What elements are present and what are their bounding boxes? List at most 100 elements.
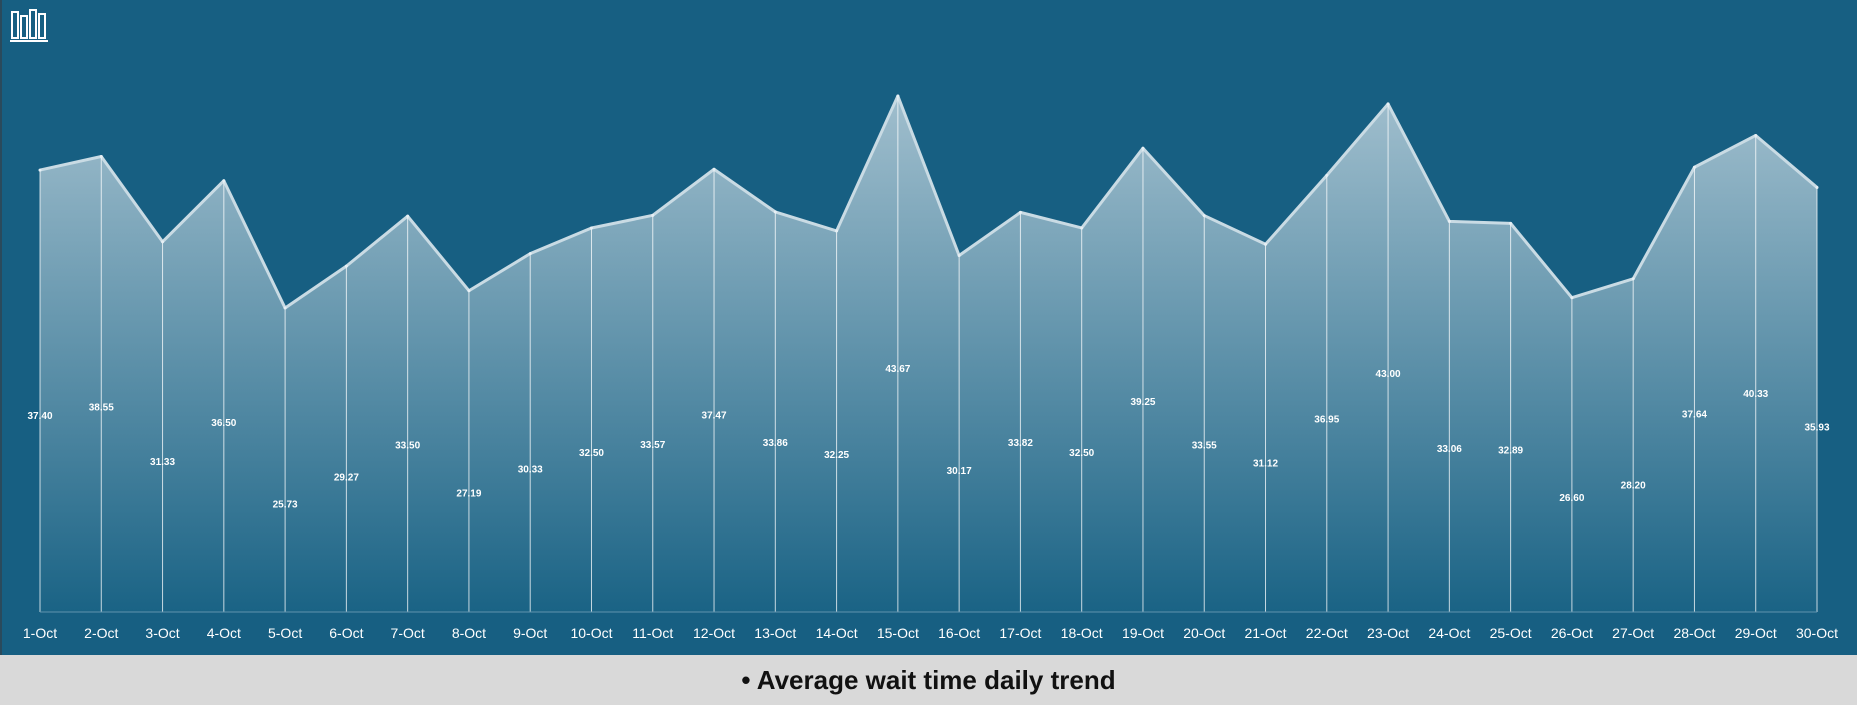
x-tick-label: 16-Oct: [938, 625, 980, 641]
value-label: 33.57: [640, 440, 665, 451]
data-point: [712, 167, 716, 171]
x-tick-label: 1-Oct: [23, 625, 57, 641]
x-tick-label: 14-Oct: [816, 625, 858, 641]
area-fill: [40, 96, 1817, 612]
data-point: [1447, 219, 1451, 223]
caption-title: Average wait time daily trend: [756, 664, 1116, 695]
x-tick-label: 20-Oct: [1183, 625, 1225, 641]
x-tick-label: 10-Oct: [570, 625, 612, 641]
value-label: 37.47: [702, 411, 727, 422]
x-tick-label: 17-Oct: [999, 625, 1041, 641]
data-point: [99, 154, 103, 158]
x-tick-label: 23-Oct: [1367, 625, 1409, 641]
data-point: [896, 94, 900, 98]
data-point: [1325, 173, 1329, 177]
value-label: 30.17: [947, 466, 972, 477]
books-icon: [10, 9, 48, 42]
x-tick-label: 13-Oct: [754, 625, 796, 641]
data-point: [835, 229, 839, 233]
value-label: 43.00: [1376, 369, 1401, 380]
value-label: 32.25: [824, 450, 849, 461]
area-chart: 37.40 38.55 31.33 36.50 25.73 29.27 33.50 27.19…: [23, 94, 1838, 641]
value-label: 35.93: [1804, 422, 1829, 433]
x-tick-label: 3-Oct: [145, 625, 179, 641]
value-label: 39.25: [1130, 397, 1155, 408]
data-point: [222, 179, 226, 183]
x-tick-label: 30-Oct: [1796, 625, 1838, 641]
value-label: 36.50: [211, 418, 236, 429]
data-point: [528, 252, 532, 256]
x-tick-label: 9-Oct: [513, 625, 547, 641]
x-tick-label: 21-Oct: [1245, 625, 1287, 641]
x-tick-label: 4-Oct: [207, 625, 241, 641]
data-point: [773, 210, 777, 214]
x-tick-label: 2-Oct: [84, 625, 118, 641]
data-point: [38, 168, 42, 172]
value-label: 37.40: [27, 411, 52, 422]
x-tick-label: 18-Oct: [1061, 625, 1103, 641]
value-label: 29.27: [334, 473, 359, 484]
value-label: 33.86: [763, 438, 788, 449]
data-point: [1141, 146, 1145, 150]
value-labels: 37.40 38.55 31.33 36.50 25.73 29.27 33.50 27.19…: [27, 364, 1829, 511]
x-tick-label: 5-Oct: [268, 625, 302, 641]
value-label: 33.82: [1008, 438, 1033, 449]
data-point: [344, 264, 348, 268]
caption-bar: • Average wait time daily trend: [0, 655, 1857, 705]
series-line: [39, 94, 1818, 310]
value-label: 40.33: [1743, 389, 1768, 400]
caption-bullet: •: [741, 664, 751, 695]
value-label: 33.06: [1437, 444, 1462, 455]
value-label: 31.33: [150, 457, 175, 468]
x-tick-label: 7-Oct: [391, 625, 425, 641]
data-point: [1264, 242, 1268, 246]
value-label: 32.50: [1069, 448, 1094, 459]
value-label: 33.50: [395, 441, 420, 452]
value-label: 25.73: [273, 499, 298, 510]
data-point: [406, 214, 410, 218]
data-point: [651, 213, 655, 217]
data-point: [1080, 226, 1084, 230]
value-label: 31.12: [1253, 459, 1278, 470]
chart-caption: • Average wait time daily trend: [741, 665, 1115, 696]
data-point: [1202, 214, 1206, 218]
x-tick-label: 24-Oct: [1428, 625, 1470, 641]
chart-panel: 37.40 38.55 31.33 36.50 25.73 29.27 33.50 27.19…: [0, 0, 1857, 655]
data-point: [957, 254, 961, 258]
x-axis-ticks: 1-Oct 2-Oct 3-Oct 4-Oct 5-Oct 6-Oct 7-Oct 8-Oct…: [23, 611, 1838, 641]
data-point: [1692, 165, 1696, 169]
data-point: [1018, 210, 1022, 214]
x-tick-label: 6-Oct: [329, 625, 363, 641]
data-point: [467, 289, 471, 293]
x-tick-label: 15-Oct: [877, 625, 919, 641]
data-point: [283, 306, 287, 310]
value-label: 32.89: [1498, 445, 1523, 456]
x-tick-label: 12-Oct: [693, 625, 735, 641]
x-tick-label: 27-Oct: [1612, 625, 1654, 641]
x-tick-label: 28-Oct: [1673, 625, 1715, 641]
value-label: 26.60: [1559, 493, 1584, 504]
data-point: [1754, 133, 1758, 137]
area-layer: [39, 94, 1818, 612]
data-point: [589, 226, 593, 230]
value-label: 33.55: [1192, 440, 1217, 451]
x-tick-label: 29-Oct: [1735, 625, 1777, 641]
value-label: 37.64: [1682, 409, 1707, 420]
drop-lines: [38, 94, 1819, 612]
x-tick-label: 22-Oct: [1306, 625, 1348, 641]
value-label: 27.19: [456, 488, 481, 499]
value-label: 32.50: [579, 448, 604, 459]
data-point: [1631, 277, 1635, 281]
value-label: 38.55: [89, 402, 114, 413]
data-point: [1509, 221, 1513, 225]
value-label: 36.95: [1314, 415, 1339, 426]
x-tick-label: 25-Oct: [1490, 625, 1532, 641]
value-label: 43.67: [885, 364, 910, 375]
data-point: [1815, 185, 1819, 189]
x-tick-label: 8-Oct: [452, 625, 486, 641]
x-tick-label: 19-Oct: [1122, 625, 1164, 641]
data-point: [1570, 296, 1574, 300]
x-tick-label: 11-Oct: [632, 625, 673, 641]
value-label: 28.20: [1621, 481, 1646, 492]
data-point: [1386, 102, 1390, 106]
